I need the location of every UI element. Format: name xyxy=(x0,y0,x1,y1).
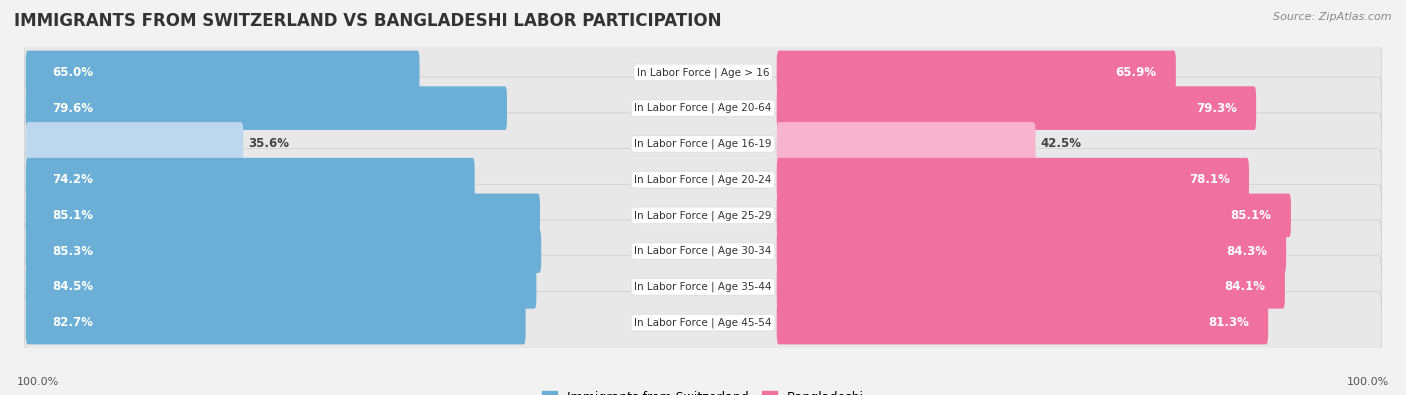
Text: In Labor Force | Age 16-19: In Labor Force | Age 16-19 xyxy=(634,139,772,149)
Text: 81.3%: 81.3% xyxy=(1208,316,1249,329)
FancyBboxPatch shape xyxy=(776,194,1291,237)
FancyBboxPatch shape xyxy=(24,149,1382,211)
Text: In Labor Force | Age > 16: In Labor Force | Age > 16 xyxy=(637,67,769,78)
FancyBboxPatch shape xyxy=(776,158,1249,201)
FancyBboxPatch shape xyxy=(776,265,1285,308)
Text: In Labor Force | Age 45-54: In Labor Force | Age 45-54 xyxy=(634,317,772,328)
FancyBboxPatch shape xyxy=(776,122,1036,166)
Text: 65.9%: 65.9% xyxy=(1115,66,1157,79)
Text: 85.1%: 85.1% xyxy=(1230,209,1271,222)
FancyBboxPatch shape xyxy=(25,122,243,166)
Text: In Labor Force | Age 30-34: In Labor Force | Age 30-34 xyxy=(634,246,772,256)
FancyBboxPatch shape xyxy=(776,51,1175,94)
Text: In Labor Force | Age 35-44: In Labor Force | Age 35-44 xyxy=(634,282,772,292)
Text: 35.6%: 35.6% xyxy=(247,137,290,150)
FancyBboxPatch shape xyxy=(25,158,475,201)
Text: 100.0%: 100.0% xyxy=(1347,377,1389,387)
Text: 100.0%: 100.0% xyxy=(17,377,59,387)
FancyBboxPatch shape xyxy=(24,77,1382,139)
Text: 84.3%: 84.3% xyxy=(1226,245,1267,258)
Text: Source: ZipAtlas.com: Source: ZipAtlas.com xyxy=(1274,12,1392,22)
Text: In Labor Force | Age 25-29: In Labor Force | Age 25-29 xyxy=(634,210,772,221)
FancyBboxPatch shape xyxy=(24,41,1382,103)
Legend: Immigrants from Switzerland, Bangladeshi: Immigrants from Switzerland, Bangladeshi xyxy=(538,387,868,395)
FancyBboxPatch shape xyxy=(25,301,526,344)
Text: 84.5%: 84.5% xyxy=(52,280,93,293)
FancyBboxPatch shape xyxy=(25,265,536,308)
FancyBboxPatch shape xyxy=(24,256,1382,318)
FancyBboxPatch shape xyxy=(25,51,419,94)
Text: In Labor Force | Age 20-24: In Labor Force | Age 20-24 xyxy=(634,174,772,185)
Text: 85.3%: 85.3% xyxy=(52,245,93,258)
Text: 79.3%: 79.3% xyxy=(1197,102,1237,115)
FancyBboxPatch shape xyxy=(25,194,540,237)
FancyBboxPatch shape xyxy=(25,229,541,273)
Text: 84.1%: 84.1% xyxy=(1225,280,1265,293)
FancyBboxPatch shape xyxy=(24,113,1382,175)
Text: 78.1%: 78.1% xyxy=(1189,173,1230,186)
FancyBboxPatch shape xyxy=(24,184,1382,246)
FancyBboxPatch shape xyxy=(24,220,1382,282)
Text: In Labor Force | Age 20-64: In Labor Force | Age 20-64 xyxy=(634,103,772,113)
FancyBboxPatch shape xyxy=(25,87,508,130)
FancyBboxPatch shape xyxy=(776,87,1256,130)
Text: 74.2%: 74.2% xyxy=(52,173,93,186)
FancyBboxPatch shape xyxy=(776,229,1286,273)
Text: 79.6%: 79.6% xyxy=(52,102,93,115)
Text: 65.0%: 65.0% xyxy=(52,66,93,79)
Text: 42.5%: 42.5% xyxy=(1040,137,1081,150)
Text: IMMIGRANTS FROM SWITZERLAND VS BANGLADESHI LABOR PARTICIPATION: IMMIGRANTS FROM SWITZERLAND VS BANGLADES… xyxy=(14,12,721,30)
Text: 82.7%: 82.7% xyxy=(52,316,93,329)
FancyBboxPatch shape xyxy=(776,301,1268,344)
FancyBboxPatch shape xyxy=(24,292,1382,354)
Text: 85.1%: 85.1% xyxy=(52,209,93,222)
